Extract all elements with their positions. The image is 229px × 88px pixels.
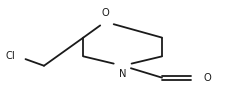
Text: O: O: [101, 8, 109, 18]
Text: N: N: [118, 69, 126, 79]
Text: O: O: [203, 73, 210, 83]
Text: Cl: Cl: [6, 51, 16, 61]
